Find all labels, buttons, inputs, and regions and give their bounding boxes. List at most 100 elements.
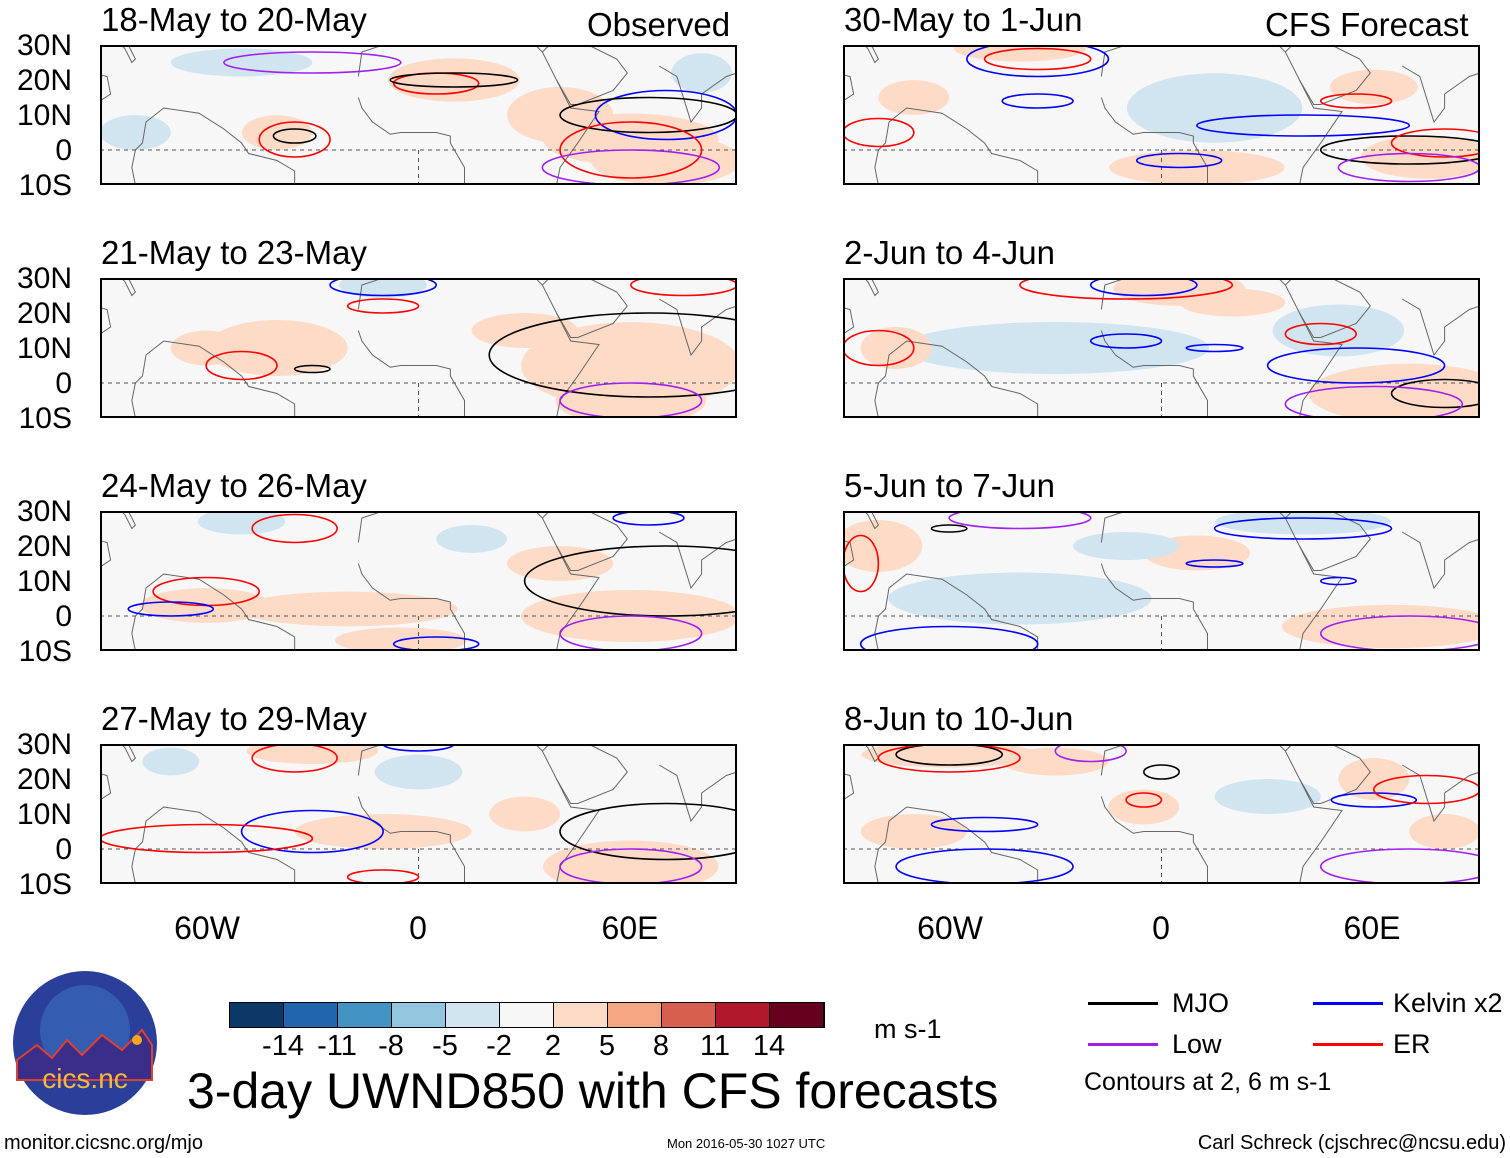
coastline [843,45,879,102]
colorbar-label: 14 [752,1030,786,1062]
lon-label: 0 [1152,910,1170,946]
wind-anomaly-shading [860,814,967,849]
kelvin-contour [1266,347,1446,384]
coastline [542,511,628,571]
panel-frame [100,45,737,185]
wind-anomaly-shading [489,796,561,832]
wind-anomaly-shading [861,744,1037,768]
lat-label: 30N [16,262,72,295]
contour-note: Contours at 2, 6 m s-1 [1084,1068,1332,1096]
coastline [1285,45,1371,105]
colorbar-label: -14 [262,1030,304,1062]
mjo-contour [930,524,968,533]
panel-title: 21-May to 23-May [101,234,367,271]
panel-frame [100,511,737,651]
coastline [843,744,879,801]
panel-frame [843,511,1480,651]
wind-anomaly-shading [878,80,950,115]
coastline [542,278,628,338]
lat-label: 0 [55,600,72,633]
lat-label: 0 [55,134,72,167]
wind-anomaly-shading [843,519,923,573]
wind-anomaly-shading [246,744,379,765]
coastline [843,278,879,335]
coastline [1285,511,1371,571]
wind-anomaly-shading [1361,135,1480,179]
kelvin-contour [612,511,685,526]
panel-title: 2-Jun to 4-Jun [844,234,1055,271]
wind-anomaly-shading [506,546,614,581]
observed-label: Observed [587,6,731,43]
cicsnc-logo: cics.nc [13,971,157,1115]
er-contour [251,513,338,544]
er-contour [877,744,1021,773]
colorbar-swatch [608,1003,662,1027]
coastline [1285,744,1371,804]
kelvin-contour [382,744,455,752]
er-contour [100,823,314,854]
er-contour [983,47,1092,71]
kelvin-contour [1135,152,1223,169]
lat-label: 0 [55,367,72,400]
wind-anomaly-shading [170,48,313,77]
low-contour [223,51,402,74]
wind-anomaly-shading [100,115,171,150]
colorbar-swatch [770,1003,824,1027]
map-panel [843,511,1480,651]
mjo-contour [293,364,331,374]
footer-author: Carl Schreck (cjschrec@ncsu.edu) [1197,1132,1506,1154]
er-contour [843,329,915,367]
map-panel [843,45,1480,185]
lat-label: 0 [55,833,72,866]
lat-label: 20N [16,64,72,97]
colorbar-label: 2 [544,1030,562,1062]
map-panel [100,511,737,651]
wind-anomaly-shading [1215,511,1391,535]
colorbar-label: -11 [317,1030,357,1062]
kelvin-contour [966,45,1110,78]
lon-label: 60E [601,910,659,946]
lat-label: 10S [18,402,72,435]
wind-anomaly-shading [543,840,719,884]
lon-label: 60W [174,910,240,946]
kelvin-contour [127,601,215,617]
wind-anomaly-shading [1329,69,1418,105]
colorbar-swatch [230,1003,284,1027]
colorbar-label: 5 [598,1030,616,1062]
coastline [100,45,136,102]
wind-anomaly-shading [170,330,242,366]
lat-label: 20N [16,763,72,796]
lat-label: 30N [16,728,72,761]
panel-title: 18-May to 20-May [101,1,367,38]
coastline [100,278,136,335]
kelvin-contour [930,816,1039,833]
forecast-label: CFS Forecast [1265,6,1469,43]
colorbar-label: 11 [699,1030,731,1062]
colorbar-swatch [446,1003,500,1027]
map-panel [843,278,1480,418]
coastline [542,45,628,105]
wind-anomaly-shading [1126,73,1303,143]
kelvin-contour [1319,576,1357,586]
kelvin-contour [895,848,1074,884]
footer-timestamp: Mon 2016-05-30 1027 UTC [667,1136,826,1151]
wind-anomaly-shading [206,320,348,376]
low-contour [559,848,703,884]
lon-label: 0 [409,910,427,946]
coastline [658,744,737,823]
legend-line-er [1313,1043,1383,1046]
figure-title: 3-day UWND850 with CFS forecasts [187,1063,999,1119]
er-contour [346,869,420,884]
wind-anomaly-shading [334,627,467,651]
er-contour [1390,128,1480,158]
legend-low: Low [1172,1029,1222,1059]
er-contour [1284,322,1357,346]
lat-label: 10N [16,565,72,598]
lon-label: 60W [917,910,983,946]
wind-anomaly-shading [590,135,737,185]
mjo-contour [895,744,1004,766]
kelvin-contour [594,89,737,141]
wind-anomaly-shading [1002,747,1109,776]
coastline [542,744,628,804]
panel-frame [843,45,1480,185]
